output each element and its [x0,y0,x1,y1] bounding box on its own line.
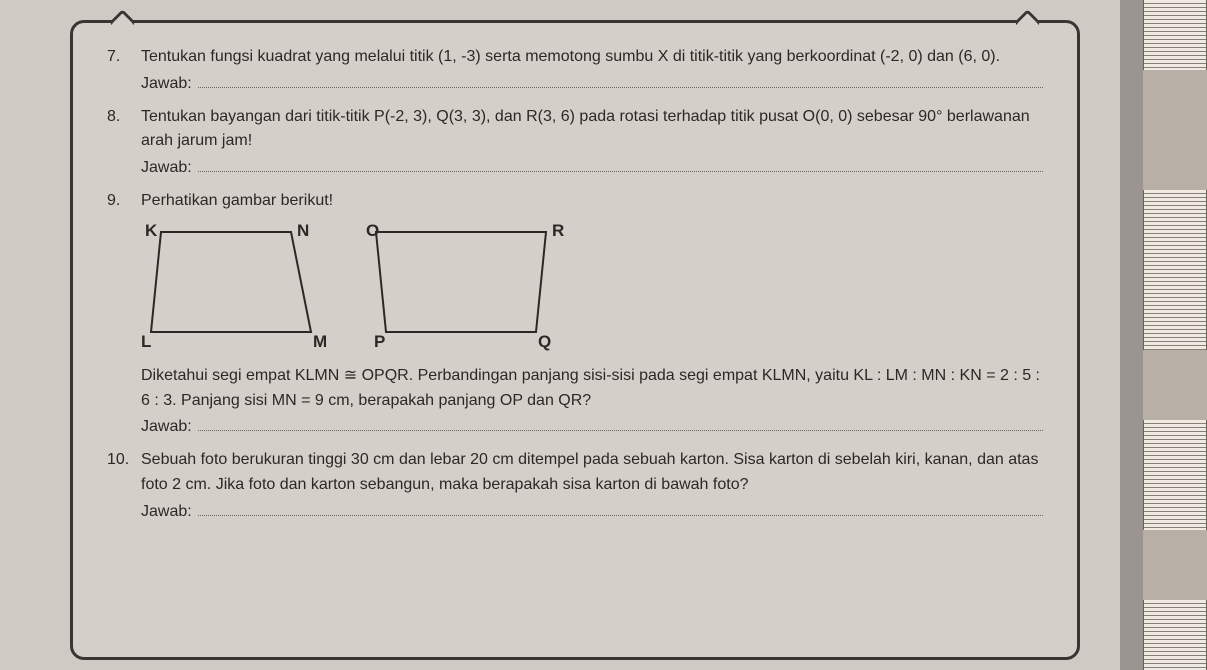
label-l: L [141,332,151,351]
label-q: Q [538,332,551,351]
dotted-line [198,500,1043,516]
jawab-label: Jawab: [141,72,192,97]
quadrilateral-opqr: O R P Q [366,222,566,352]
answer-line: Jawab: [141,156,1043,181]
question-text: Sebuah foto berukuran tinggi 30 cm dan l… [141,451,1038,493]
question-9: 9. Perhatikan gambar berikut! K N L M O … [107,189,1043,440]
question-intro: Perhatikan gambar berikut! [141,192,333,209]
question-text: Tentukan fungsi kuadrat yang melalui tit… [141,48,1000,65]
jawab-label: Jawab: [141,415,192,440]
label-p: P [374,332,385,351]
answer-line: Jawab: [141,500,1043,525]
dotted-line [198,72,1043,88]
question-body: Tentukan bayangan dari titik-titik P(-2,… [141,105,1043,181]
label-r: R [552,222,564,240]
jawab-label: Jawab: [141,500,192,525]
label-o: O [366,222,379,240]
ruler-segment [1143,600,1207,670]
ruler-segment [1143,190,1207,350]
answer-line: Jawab: [141,72,1043,97]
shape-opqr [376,232,546,332]
question-7: 7. Tentukan fungsi kuadrat yang melalui … [107,45,1043,97]
question-8: 8. Tentukan bayangan dari titik-titik P(… [107,105,1043,181]
question-10: 10. Sebuah foto berukuran tinggi 30 cm d… [107,448,1043,524]
label-m: M [313,332,327,351]
label-n: N [297,222,309,240]
question-number: 9. [107,189,141,440]
question-number: 7. [107,45,141,97]
question-number: 8. [107,105,141,181]
ruler-edge [1143,0,1207,670]
dotted-line [198,156,1043,172]
quadrilateral-klmn: K N L M [141,222,336,352]
jawab-label: Jawab: [141,156,192,181]
answer-line: Jawab: [141,415,1043,440]
shape-klmn [151,232,311,332]
ruler-segment [1143,420,1207,530]
question-number: 10. [107,448,141,524]
question-text: Tentukan bayangan dari titik-titik P(-2,… [141,108,1030,150]
label-k: K [145,222,158,240]
question-body: Tentukan fungsi kuadrat yang melalui tit… [141,45,1043,97]
dotted-line [198,415,1043,431]
question-body: Perhatikan gambar berikut! K N L M O R P [141,189,1043,440]
ruler-segment [1143,0,1207,70]
worksheet-page: 7. Tentukan fungsi kuadrat yang melalui … [0,0,1120,670]
question-description: Diketahui segi empat KLMN ≅ OPQR. Perban… [141,367,1040,409]
content-frame: 7. Tentukan fungsi kuadrat yang melalui … [70,20,1080,660]
question-body: Sebuah foto berukuran tinggi 30 cm dan l… [141,448,1043,524]
shapes-row: K N L M O R P Q [141,222,1043,352]
